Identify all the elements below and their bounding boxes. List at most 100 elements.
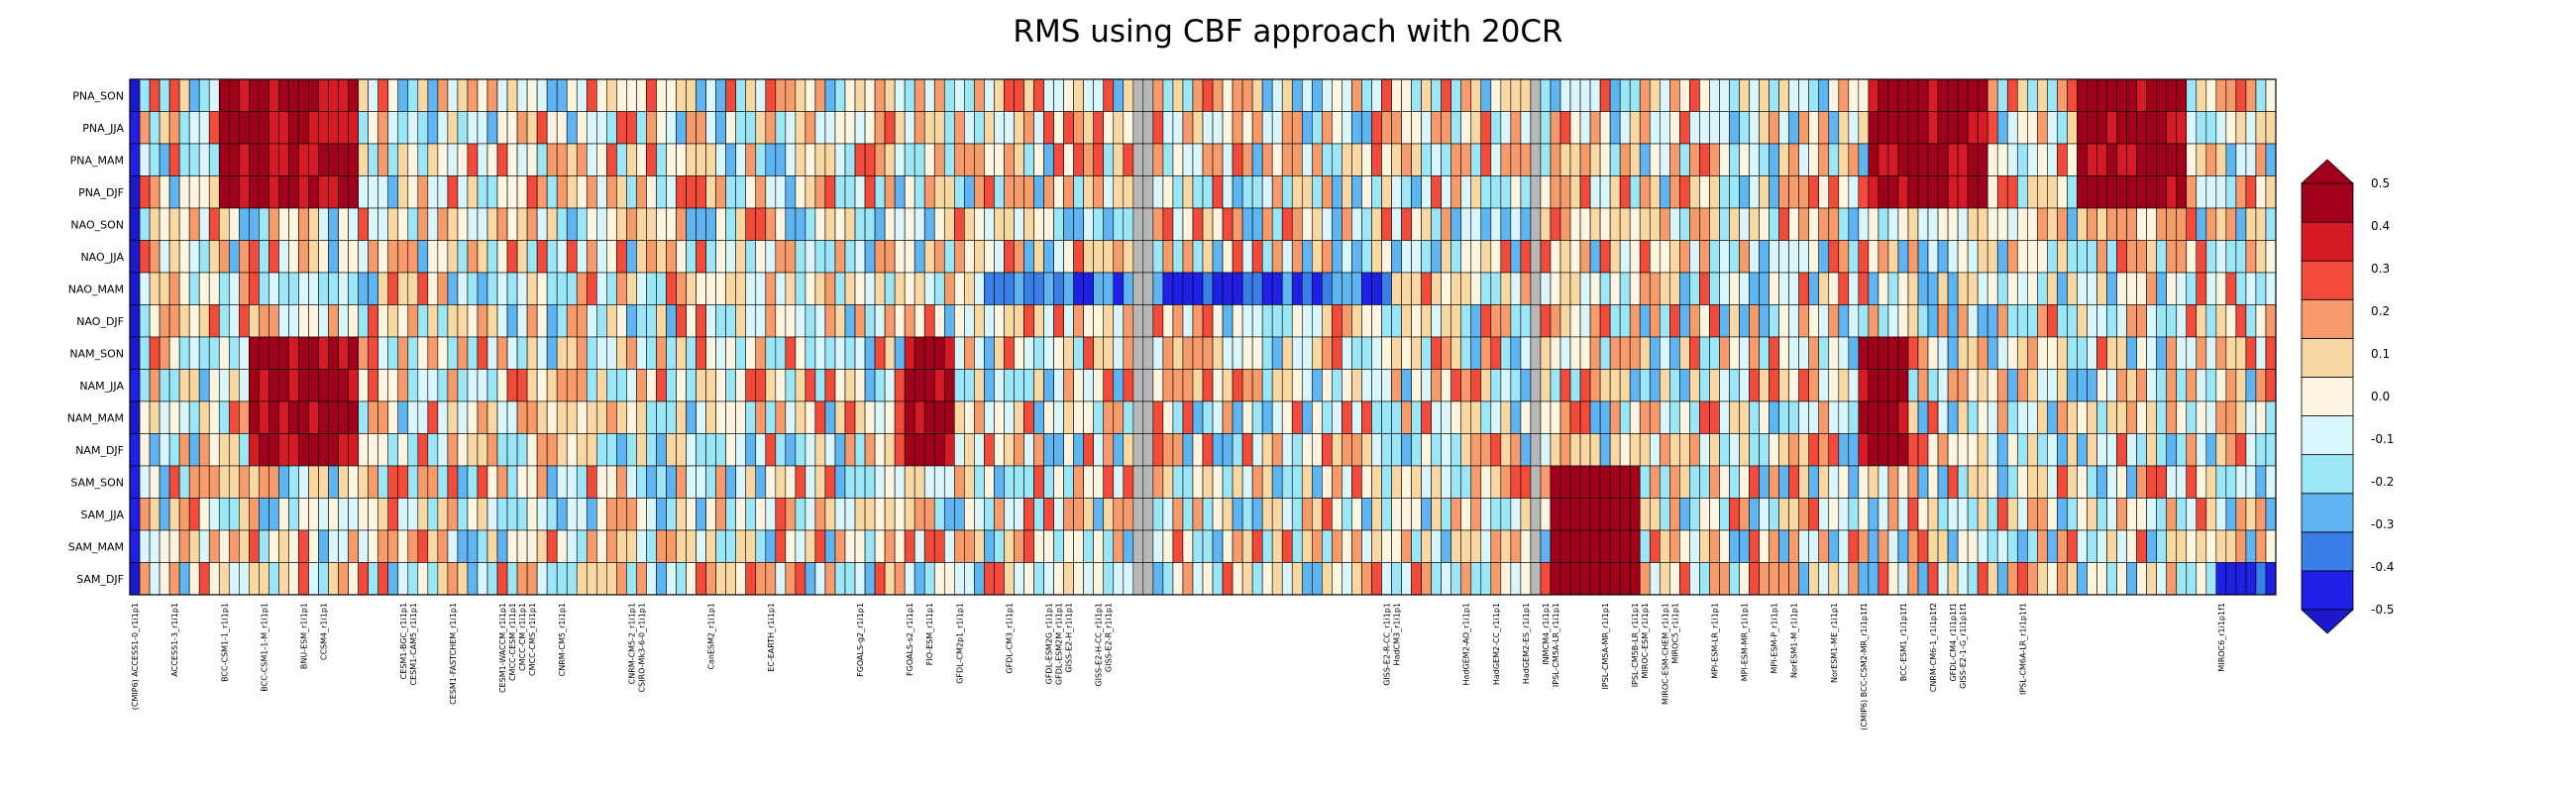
heatmap-cell [486,175,498,209]
heatmap-cell [775,175,787,209]
heatmap-cell [1828,207,1840,241]
heatmap-cell [2205,111,2217,145]
heatmap-cell [1381,433,1392,467]
heatmap-cell [606,369,617,402]
heatmap-cell [1103,207,1115,241]
heatmap-cell [1431,111,1442,145]
heatmap-cell [686,465,697,499]
heatmap-cell [765,465,777,499]
heatmap-cell [1043,369,1054,402]
heatmap-cell [1241,175,1253,209]
heatmap-cell [1271,400,1283,434]
heatmap-cell [994,78,1005,112]
heatmap-cell [387,272,399,305]
heatmap-cell [1719,498,1730,531]
heatmap-cell [1312,207,1323,241]
heatmap-cell [1261,240,1273,274]
heatmap-cell [2186,272,2198,305]
heatmap-cell [1986,78,1998,112]
heatmap-cell [477,143,488,176]
heatmap-cell [715,465,726,499]
heatmap-cell [1729,369,1740,402]
heatmap-cell [437,433,449,467]
heatmap-cell [686,433,697,467]
heatmap-cell [864,240,876,274]
heatmap-cell [775,240,787,274]
heatmap-cell [1550,562,1561,596]
heatmap-cell [427,207,439,241]
heatmap-cell [1391,400,1402,434]
heatmap-cell [1291,143,1303,176]
heatmap-cell [2146,111,2157,145]
heatmap-cell [546,369,558,402]
heatmap-cell [467,207,479,241]
heatmap-cell [1739,175,1750,209]
heatmap-cell [348,78,359,112]
heatmap-cell [417,336,429,370]
heatmap-cell [1977,143,1988,176]
heatmap-cell [447,529,459,563]
heatmap-cell [1967,529,1979,563]
heatmap-cell [1142,175,1154,209]
heatmap-cell [1312,304,1323,338]
heatmap-cell [1729,336,1740,370]
heatmap-cell [1530,529,1542,563]
heatmap-cell [1301,498,1313,531]
heatmap-cell [457,240,469,274]
heatmap-cell [198,465,210,499]
heatmap-cell [239,207,250,241]
heatmap-cell [2176,143,2188,176]
row-label: NAM_MAM [67,411,124,424]
heatmap-cell [1342,207,1352,241]
column-label: BCC-ESM1_r1i1p1f1 [1899,603,1908,681]
heatmap-cell [1868,143,1879,176]
heatmap-cell [1033,78,1044,112]
heatmap-cell [894,400,906,434]
heatmap-cell [586,78,597,112]
heatmap-cell [1014,498,1024,531]
heatmap-cell [1014,400,1024,434]
heatmap-cell [745,175,757,209]
heatmap-cell [1401,272,1412,305]
heatmap-cell [1023,111,1034,145]
heatmap-cell [923,240,935,274]
heatmap-cell [755,433,767,467]
heatmap-cell [566,304,578,338]
heatmap-cell [298,498,309,531]
heatmap-cell [1569,498,1581,531]
heatmap-cell [387,369,399,402]
heatmap-cell [506,175,518,209]
heatmap-cell [159,78,170,112]
heatmap-cell [1649,562,1661,596]
heatmap-cell [636,207,647,241]
heatmap-cell [417,175,429,209]
heatmap-cell [268,240,279,274]
heatmap-cell [1222,433,1234,467]
heatmap-cell [864,465,876,499]
heatmap-cell [1123,207,1134,241]
heatmap-cell [1897,562,1909,596]
heatmap-cell [139,304,151,338]
heatmap-cell [1500,78,1512,112]
heatmap-cell [1113,529,1125,563]
heatmap-cell [1332,143,1342,176]
heatmap-cell [338,240,349,274]
heatmap-cell [208,369,220,402]
heatmap-cell [1808,433,1820,467]
heatmap-cell [278,175,289,209]
heatmap-cell [427,143,439,176]
heatmap-cell [2047,240,2058,274]
heatmap-cell [328,400,339,434]
heatmap-cell [696,143,706,176]
heatmap-cell [1342,175,1352,209]
heatmap-cell [228,111,240,145]
heatmap-cell [1342,143,1352,176]
heatmap-cell [725,498,736,531]
heatmap-cell [745,529,757,563]
heatmap-cell [1281,207,1293,241]
heatmap-cell [1769,498,1779,531]
heatmap-cell [268,272,279,305]
heatmap-cell [1878,272,1889,305]
heatmap-cell [1401,562,1412,596]
heatmap-cell [129,111,141,145]
